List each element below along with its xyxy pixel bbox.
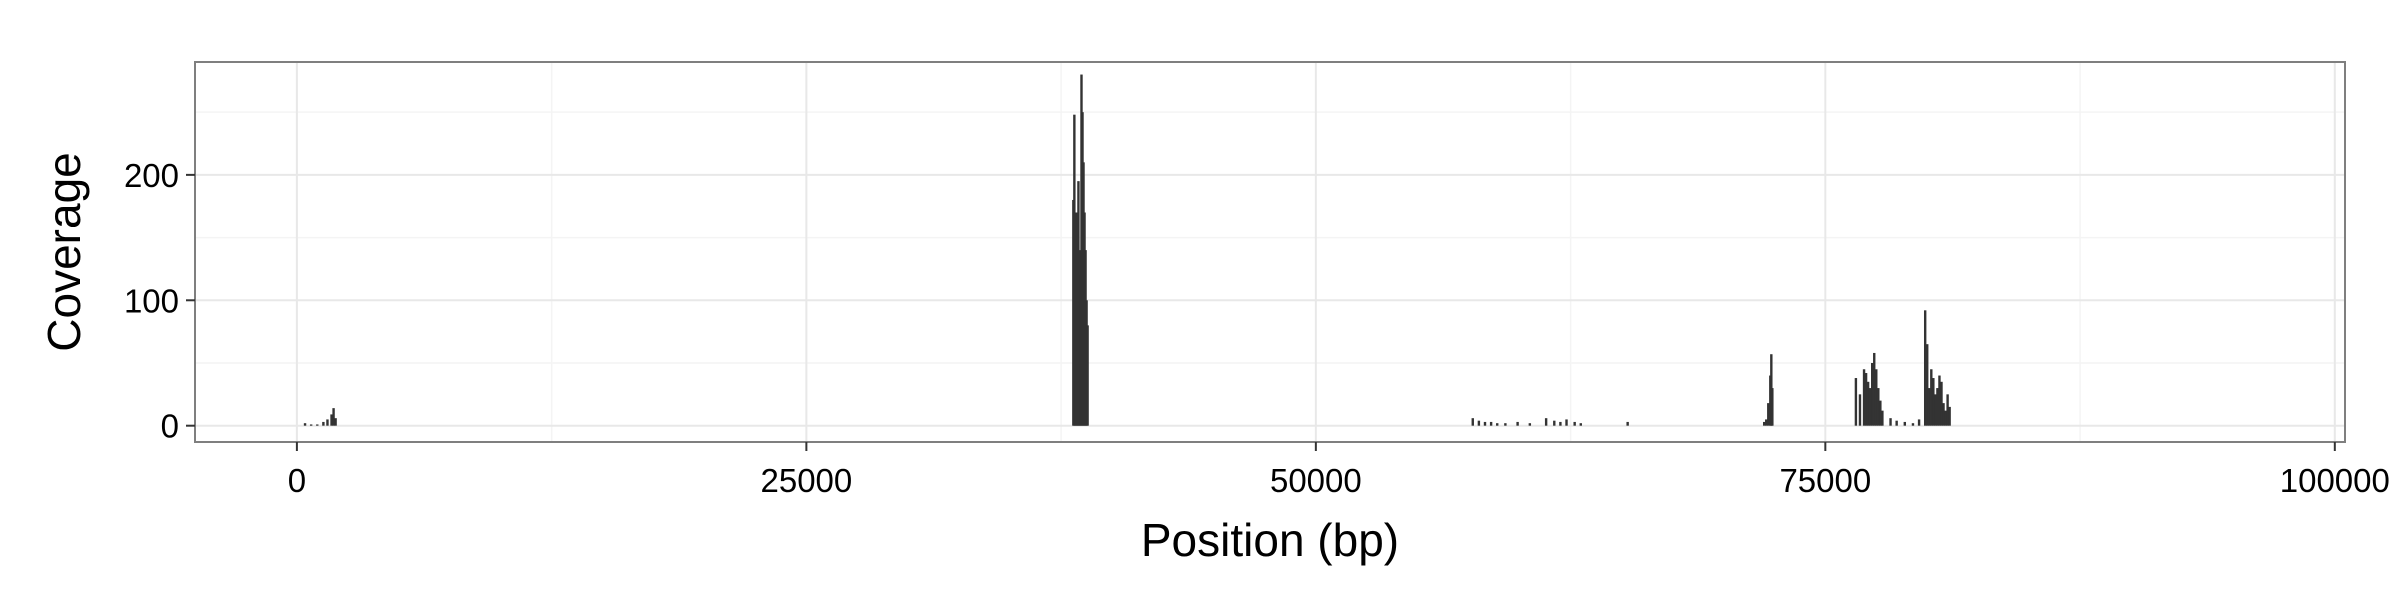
y-tick-label: 0 [161,408,179,445]
coverage-bar [1917,419,1921,426]
coverage-bar [1075,212,1078,426]
x-tick-label: 50000 [1270,462,1362,499]
coverage-bar [1553,420,1556,426]
coverage-bar [1877,388,1880,426]
coverage-bar [1765,419,1768,426]
coverage-bar [1938,375,1941,426]
x-tick-label: 100000 [2280,462,2390,499]
plot-panel [195,62,2345,442]
coverage-bar [1471,418,1474,426]
coverage-bar [1875,369,1878,426]
coverage-bar [1932,378,1935,426]
coverage-bar [1934,394,1937,426]
coverage-bar [1528,423,1532,426]
coverage-bar [1483,421,1487,426]
coverage-bar [1771,388,1774,426]
coverage-bar [1544,418,1548,426]
coverage-bar [1946,394,1949,426]
coverage-bar [1573,421,1576,426]
plot-border [194,61,2346,443]
coverage-bar [1948,406,1951,426]
coverage-bar [1626,421,1629,426]
coverage-bar [1930,369,1933,426]
x-tick-label: 0 [288,462,306,499]
coverage-bar [1565,419,1568,426]
coverage-bar [1496,423,1499,426]
coverage-bar [1923,310,1927,426]
coverage-bar [1489,421,1493,426]
grid-lines [195,62,2345,442]
coverage-bar [1516,421,1519,426]
coverage-bar [322,421,325,426]
coverage-bar [1895,420,1898,426]
coverage-bar [1936,388,1939,426]
coverage-bar [1504,423,1507,426]
coverage-bar [1873,352,1876,426]
coverage-bar [1871,362,1874,426]
coverage-bar [1477,420,1481,426]
y-axis-title: Coverage [38,152,90,351]
coverage-bar [1086,325,1089,426]
axis-ticks: 0 25000 50000 75000 100000 0 100 200 [124,157,2390,499]
coverage-bar [1926,344,1929,426]
coverage-bar [1903,421,1907,426]
coverage-bar [334,418,337,426]
coverage-bar [1928,388,1931,426]
coverage-bar [1942,403,1945,426]
coverage-bar [1864,373,1868,426]
coverage-bar [1940,381,1943,426]
coverage-bar [1944,410,1947,426]
coverage-bar [326,419,329,426]
coverage-bar [316,424,319,426]
coverage-bar [1889,418,1892,426]
y-tick-label: 200 [124,157,179,194]
coverage-bar [1579,423,1582,426]
coverage-bar [1073,114,1076,426]
coverage-bar [1881,410,1884,426]
x-tick-label: 25000 [760,462,852,499]
x-tick-label: 75000 [1779,462,1871,499]
coverage-bar [303,423,307,426]
coverage-bar [1559,421,1562,426]
coverage-bar [1868,388,1872,426]
coverage-bar [1854,378,1858,426]
coverage-bar [1762,421,1766,426]
y-tick-label: 100 [124,282,179,319]
coverage-bar [1862,369,1866,426]
coverage-bar [309,424,313,426]
coverage-bar [1911,423,1915,426]
coverage-bar [1767,403,1770,426]
coverage-bars [303,74,1951,426]
coverage-bar [1858,394,1862,426]
coverage-bar [330,414,333,426]
coverage-bar [1866,381,1870,426]
coverage-bar [332,408,335,426]
x-axis-title: Position (bp) [1141,514,1399,566]
coverage-bar [1879,400,1882,426]
